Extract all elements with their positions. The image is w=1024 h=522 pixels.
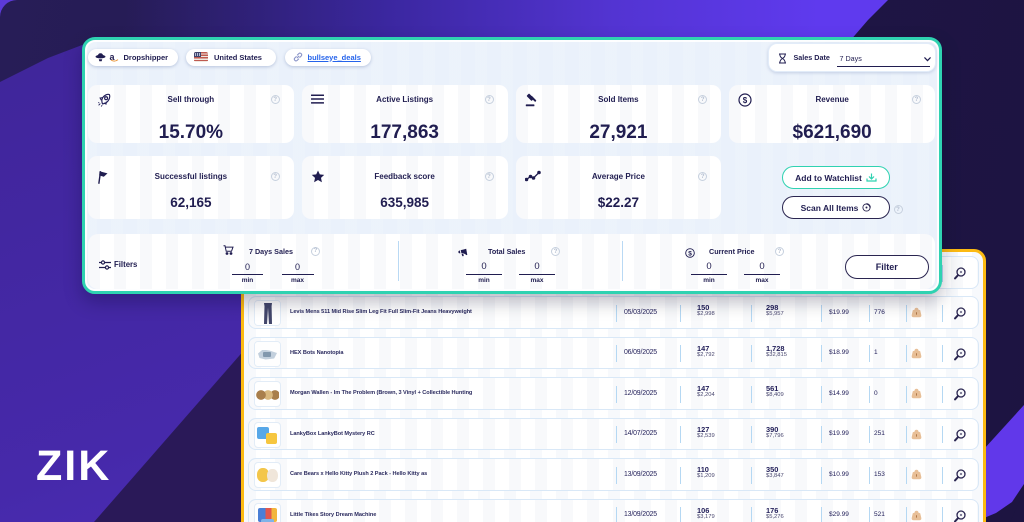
svg-text:$: $ — [743, 96, 748, 105]
svg-text:$: $ — [688, 251, 692, 258]
